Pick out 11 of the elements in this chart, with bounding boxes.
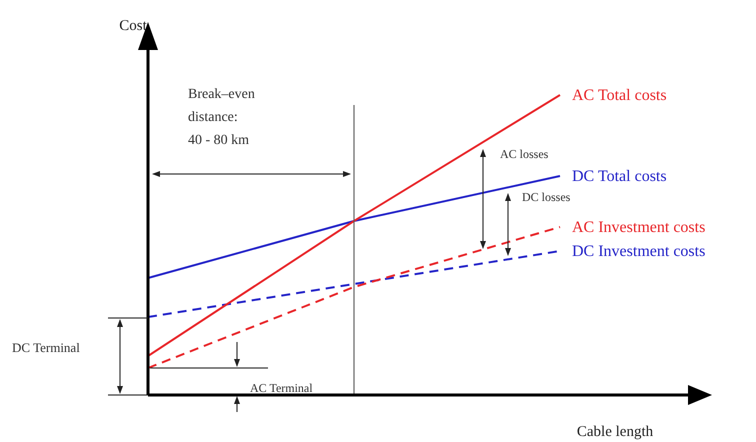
annotation: AC Terminal [250,381,314,395]
series-label: AC Total costs [572,87,667,104]
annotation: Break–even distance: 40 - 80 km [188,87,255,148]
series-label: AC Investment costs [572,219,706,236]
series-label: DC Investment costs [572,243,706,260]
series-label: DC Total costs [572,168,667,186]
annotation: AC losses [500,147,549,161]
text: DC Terminal [12,340,80,355]
x-axis-title: Cable length [576,424,654,440]
annotation: DC losses [522,190,571,204]
y-axis-title: Cost [119,18,148,34]
